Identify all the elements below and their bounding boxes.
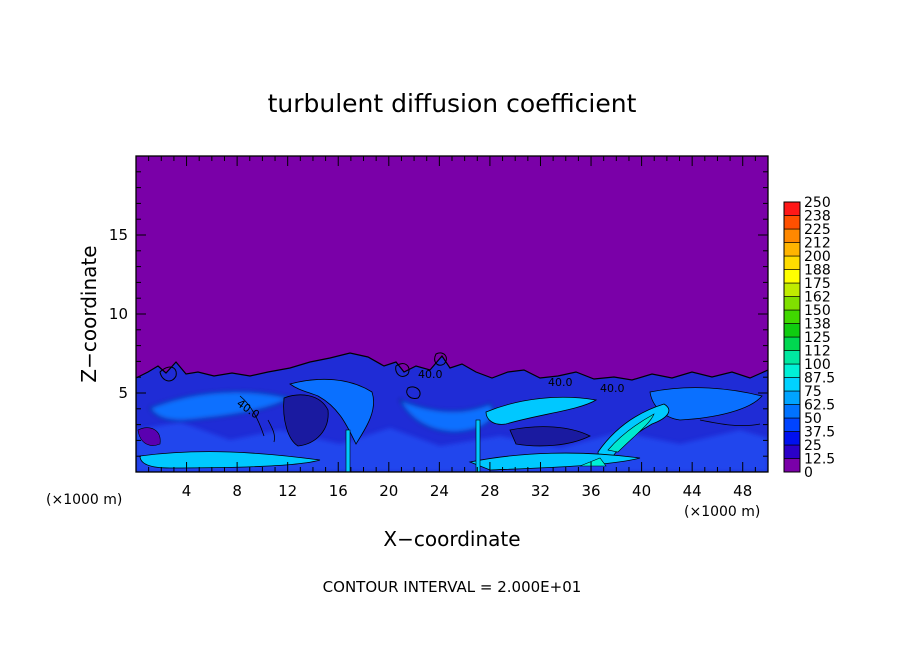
eddy-2 [239,395,761,443]
colorbar-swatch [783,282,801,297]
x-tick-label: 12 [278,482,297,500]
colorbar-label: 138 [804,317,831,333]
colorbar-swatch [783,228,801,243]
plume-4 [468,452,641,471]
eddy-1 [159,352,447,399]
contour-interval-footer: CONTOUR INTERVAL = 2.000E+01 [323,578,582,596]
x-tick-label: 8 [232,482,242,500]
colorbar-label: 112 [804,344,831,360]
plume-6 [579,457,607,467]
colorbar-swatch [783,377,801,392]
colorbar-swatch [783,444,801,459]
pocket-2 [509,426,591,447]
colorbar-label: 75 [804,384,822,400]
y-tick-label: 15 [109,226,128,244]
x-axis: 4 8 12 16 20 24 28 32 36 40 44 48 [148,156,756,500]
x-axis-label: X−coordinate [383,527,520,551]
colorbar-frame [783,201,801,473]
colorbar-swatch [783,431,801,446]
colorbar-label: 12.5 [804,452,835,468]
pocket-1 [283,394,329,447]
plume-5 [607,413,655,453]
contour-label: 40.0 [418,368,443,381]
colorbar-label: 188 [804,263,831,279]
x-tick-label: 4 [182,482,192,500]
x-tick-label: 48 [733,482,752,500]
colorbar-swatch [783,255,801,270]
colorbar-label: 238 [804,209,831,225]
colorbar-label: 162 [804,290,831,306]
y-tick-label: 5 [118,384,128,402]
colorbar-label: 250 [804,195,831,211]
colorbar-label: 212 [804,236,831,252]
x-tick-label: 20 [379,482,398,500]
colorbar-label: 62.5 [804,398,835,414]
y-axis: 5 10 15 [109,171,768,457]
colorbar-label: 225 [804,222,831,238]
colorbar-swatch [783,404,801,419]
colorbar-swatch [783,309,801,324]
colorbar-label: 87.5 [804,371,835,387]
colorbar-swatch [783,201,801,216]
colorbar-swatch [783,350,801,365]
colorbar-swatch [783,363,801,378]
x-tick-label: 40 [632,482,651,500]
colorbar-label: 150 [804,303,831,319]
plume-1 [485,396,598,425]
colorbar-swatch [783,242,801,257]
colorbar-swatch [783,296,801,311]
plume-3 [139,451,321,469]
colorbar-label: 50 [804,411,822,427]
x-tick-label: 44 [683,482,702,500]
x-tick-label: 24 [430,482,449,500]
contour-label: 40.0 [600,382,625,395]
colorbar-label: 37.5 [804,425,835,441]
x-tick-label: 16 [329,482,348,500]
contour-label: 40.0 [548,376,573,389]
column-2 [475,419,481,472]
colorbar-label: 125 [804,330,831,346]
x-tick-label: 36 [581,482,600,500]
colorbar-swatch [783,215,801,230]
colorbar-label: 0 [804,465,813,481]
x-unit-left: (×1000 m) [46,492,122,508]
colorbar-label: 100 [804,357,831,373]
streak-1 [149,391,292,421]
y-tick-label: 10 [109,305,128,323]
x-tick-label: 28 [480,482,499,500]
colorbar-label: 25 [804,438,822,454]
colorbar-label: 175 [804,276,831,292]
chart-title: turbulent diffusion coefficient [268,89,637,118]
column-1 [345,429,351,472]
x-unit-right: (×1000 m) [684,504,760,520]
colorbar-swatch [783,323,801,338]
streak-3 [399,399,494,433]
colorbar: 012.52537.55062.57587.510011212513815016… [783,195,835,481]
colorbar-label: 200 [804,249,831,265]
colorbar-swatch [783,458,801,473]
colorbar-swatch [783,417,801,432]
x-tick-label: 32 [531,482,550,500]
pocket-3 [137,427,161,446]
colorbar-swatch [783,269,801,284]
plot-area [136,156,768,472]
y-axis-label: Z−coordinate [77,245,101,382]
colorbar-swatch [783,336,801,351]
streak-2 [289,378,374,445]
colorbar-swatch [783,390,801,405]
